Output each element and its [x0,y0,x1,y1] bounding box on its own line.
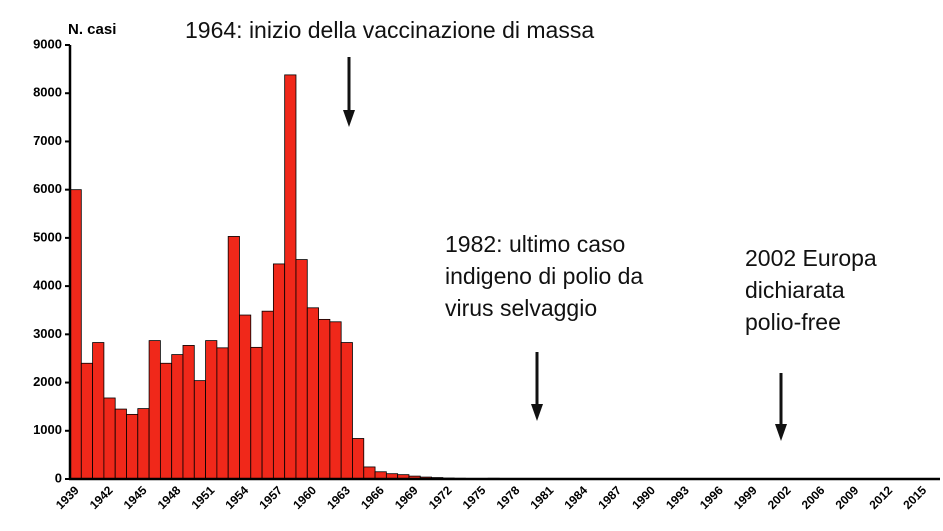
x-tick-label: 1939 [53,483,82,512]
x-tick-label: 1963 [324,483,353,512]
annotation: 1982: ultimo caso [445,231,625,257]
bar [137,408,150,480]
y-tick-label: 1000 [33,422,62,437]
x-tick-label: 1957 [256,483,285,512]
bar [329,321,342,480]
bar [239,314,252,480]
bar [352,438,365,480]
bar [103,397,116,480]
x-tick-label: 2012 [866,483,895,512]
arrow-head [531,404,543,421]
y-tick-label: 9000 [33,36,62,51]
y-tick-label: 3000 [33,326,62,341]
bar [250,346,263,480]
bar [159,362,173,480]
y-tick-label: 4000 [33,278,62,293]
x-tick-label: 1942 [87,483,116,512]
bar [80,362,93,480]
y-tick-label: 2000 [33,374,62,389]
bar [318,318,331,480]
bar [126,413,139,480]
x-tick-label: 2009 [833,483,862,512]
bar [193,380,206,480]
x-tick-label: 1990 [629,483,658,512]
bar [171,354,184,480]
bar [306,307,319,480]
bar [363,466,376,480]
x-tick-label: 1972 [426,483,455,512]
bar [205,340,218,480]
x-tick-label: 1954 [222,483,251,512]
annotation: 2002 Europa [745,245,877,271]
annotation: virus selvaggio [445,295,597,321]
x-tick-label: 1993 [663,483,692,512]
x-tick-label: 1999 [731,483,760,512]
bar [182,345,195,480]
y-tick-label: 6000 [33,181,62,196]
annotation: 1964: inizio della vaccinazione di massa [185,17,594,43]
bar [114,408,127,480]
x-tick-label: 1966 [358,483,387,512]
bar [92,342,105,480]
x-tick-label: 1984 [561,483,590,512]
bar [216,347,229,480]
bar [261,310,274,480]
x-tick-label: 2002 [765,483,794,512]
y-tick-label: 0 [55,470,62,485]
bar [227,236,240,480]
arrow-head [343,110,355,127]
y-tick-label: 7000 [33,133,62,148]
x-tick-label: 2015 [900,483,929,512]
y-axis-label: N. casi [68,21,116,38]
x-tick-label: 1948 [155,483,184,512]
x-tick-label: 1981 [528,483,557,512]
bar [295,259,308,480]
arrows [343,57,787,441]
x-tick-label: 1978 [494,483,523,512]
x-tick-label: 1945 [121,483,150,512]
x-tick-label: 1969 [392,483,421,512]
arrow-head [775,424,787,441]
annotation: indigeno di polio da [445,263,643,289]
annotation: dichiarata [745,277,845,303]
x-tick-label: 1960 [290,483,319,512]
bar [340,342,353,480]
x-tick-label: 1975 [460,483,489,512]
x-tick-label: 1951 [189,483,218,512]
bar [69,189,82,480]
x-tick-label: 2006 [799,483,828,512]
bar [272,263,286,480]
x-tick-label: 1996 [697,483,726,512]
annotation: polio-free [745,309,841,335]
x-tick-label: 1987 [595,483,624,512]
bar [284,74,297,480]
y-tick-label: 5000 [33,229,62,244]
bar [148,340,161,480]
y-tick-label: 8000 [33,85,62,100]
